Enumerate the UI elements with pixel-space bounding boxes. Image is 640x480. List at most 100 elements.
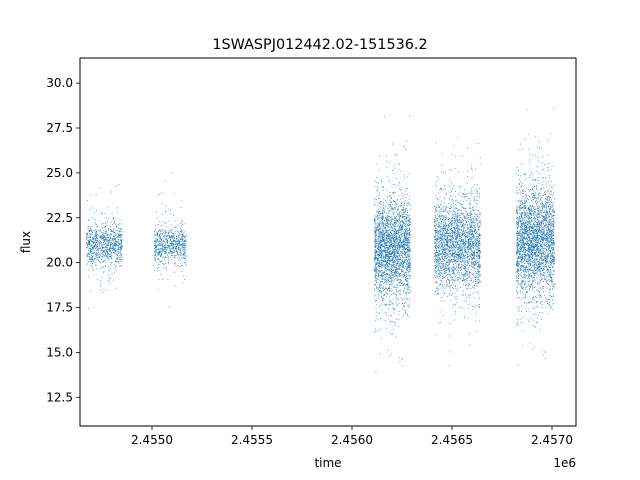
data-point <box>118 239 119 241</box>
data-point <box>441 244 443 246</box>
data-point <box>106 232 107 234</box>
data-point <box>100 283 101 285</box>
data-point <box>471 168 472 170</box>
data-point <box>396 235 398 237</box>
data-point <box>377 217 379 219</box>
data-point <box>406 225 408 227</box>
data-point <box>394 253 395 255</box>
data-point <box>393 308 395 310</box>
data-point <box>389 304 391 306</box>
data-point <box>458 232 460 233</box>
data-point <box>101 253 103 255</box>
data-point <box>403 238 405 239</box>
data-point <box>95 244 96 245</box>
data-point <box>89 252 91 253</box>
data-point <box>104 247 106 249</box>
data-point <box>393 214 395 216</box>
data-point <box>156 240 158 242</box>
data-point <box>467 269 469 270</box>
data-point <box>110 238 112 239</box>
data-point <box>449 282 450 284</box>
data-point <box>406 243 407 245</box>
data-point <box>435 183 437 185</box>
data-point <box>446 215 447 217</box>
data-point <box>116 236 118 238</box>
data-point <box>99 255 100 257</box>
data-point <box>471 266 473 267</box>
data-point <box>115 244 117 245</box>
data-point <box>117 248 119 250</box>
data-point <box>479 263 481 265</box>
data-point <box>384 246 386 248</box>
data-point <box>408 303 410 305</box>
data-point <box>383 206 384 208</box>
data-point <box>466 240 468 242</box>
data-point <box>375 272 377 273</box>
data-point <box>155 254 156 256</box>
data-point <box>172 229 174 231</box>
data-point <box>154 257 156 258</box>
data-point <box>386 243 388 245</box>
data-point <box>392 259 393 260</box>
data-point <box>374 238 376 240</box>
data-point <box>390 222 391 224</box>
data-point <box>434 243 436 245</box>
data-point <box>171 235 173 237</box>
data-point <box>375 232 377 234</box>
data-point <box>183 245 185 246</box>
data-point <box>90 249 92 251</box>
data-point <box>453 279 454 281</box>
data-point <box>180 253 182 255</box>
data-point <box>386 247 387 248</box>
data-point <box>178 243 180 245</box>
data-point <box>408 258 410 260</box>
data-point <box>385 224 387 226</box>
data-point <box>184 237 185 239</box>
data-point <box>96 247 97 249</box>
data-point <box>374 227 375 228</box>
data-point <box>108 281 110 282</box>
data-point <box>89 254 90 256</box>
data-point <box>404 245 405 247</box>
data-point <box>399 244 401 246</box>
data-point <box>388 259 390 261</box>
data-point <box>382 231 383 233</box>
data-point <box>455 260 457 262</box>
data-point <box>119 256 120 258</box>
data-point <box>96 231 97 232</box>
data-point <box>183 249 185 250</box>
data-point <box>385 200 386 202</box>
data-point <box>392 274 394 276</box>
data-point <box>375 247 377 249</box>
data-point <box>408 292 409 294</box>
data-point <box>459 224 461 225</box>
data-point <box>106 237 108 239</box>
data-point <box>408 248 410 250</box>
data-point <box>383 270 385 272</box>
data-point <box>399 276 400 278</box>
data-point <box>170 245 172 247</box>
data-point <box>375 234 377 235</box>
data-point <box>105 217 107 219</box>
data-point <box>378 212 379 213</box>
data-point <box>92 242 94 244</box>
data-point <box>393 261 394 263</box>
data-point <box>184 262 186 264</box>
data-point <box>393 232 395 234</box>
data-point <box>384 224 386 225</box>
data-point <box>380 256 382 258</box>
data-point <box>469 207 471 209</box>
data-point <box>391 267 393 269</box>
data-point <box>157 252 159 254</box>
data-point <box>115 265 117 267</box>
data-point <box>104 244 105 245</box>
data-point <box>177 240 179 242</box>
data-point <box>466 247 468 249</box>
data-point <box>378 231 380 233</box>
data-point <box>381 265 383 267</box>
data-point <box>391 269 392 270</box>
data-point <box>465 281 467 283</box>
data-point <box>406 222 408 224</box>
data-point <box>89 242 90 243</box>
data-point <box>168 250 170 252</box>
